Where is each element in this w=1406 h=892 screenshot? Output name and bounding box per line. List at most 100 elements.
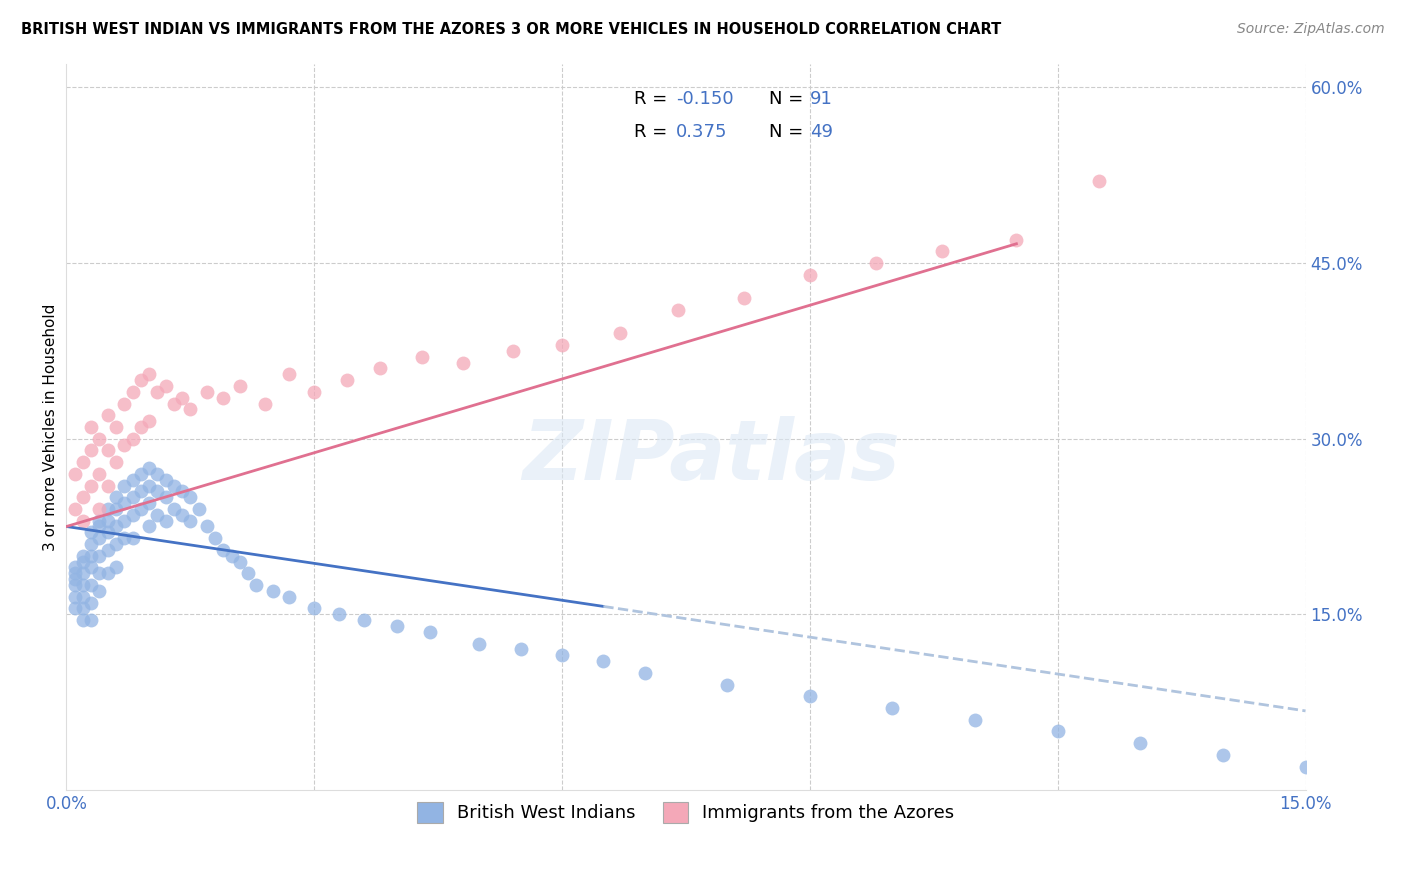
Point	[112, 478, 135, 492]
Point	[146, 508, 169, 522]
Point	[97, 502, 120, 516]
Point	[80, 478, 103, 492]
Point	[163, 478, 186, 492]
Point	[882, 701, 904, 715]
Point	[80, 613, 103, 627]
Text: Source: ZipAtlas.com: Source: ZipAtlas.com	[1237, 22, 1385, 37]
Y-axis label: 3 or more Vehicles in Household: 3 or more Vehicles in Household	[44, 303, 58, 550]
Point	[551, 648, 574, 663]
Point	[138, 368, 160, 382]
Point	[105, 519, 128, 533]
Point	[163, 396, 186, 410]
Point	[97, 443, 120, 458]
Point	[97, 409, 120, 423]
Point	[179, 514, 201, 528]
Point	[80, 525, 103, 540]
Point	[229, 379, 252, 393]
Point	[105, 455, 128, 469]
Point	[187, 502, 209, 516]
Text: R =: R =	[634, 122, 673, 141]
Point	[80, 578, 103, 592]
Point	[80, 443, 103, 458]
Point	[72, 514, 94, 528]
Point	[799, 690, 821, 704]
Point	[72, 455, 94, 469]
Point	[112, 437, 135, 451]
Point	[1129, 736, 1152, 750]
Point	[129, 420, 152, 434]
Point	[799, 268, 821, 282]
Point	[89, 549, 111, 563]
Point	[80, 549, 103, 563]
Point	[63, 566, 86, 581]
Point	[172, 508, 194, 522]
Point	[138, 519, 160, 533]
Point	[733, 291, 755, 305]
Point	[121, 432, 143, 446]
Point	[97, 542, 120, 557]
Point	[262, 583, 284, 598]
Point	[502, 343, 524, 358]
Point	[385, 619, 408, 633]
Point	[80, 560, 103, 574]
Point	[304, 384, 326, 399]
Point	[253, 396, 276, 410]
Point	[89, 502, 111, 516]
Point	[155, 379, 177, 393]
Point	[72, 578, 94, 592]
Point	[865, 256, 887, 270]
Point	[63, 467, 86, 481]
Point	[509, 642, 531, 657]
Point	[129, 502, 152, 516]
Point	[72, 490, 94, 504]
Point	[666, 302, 689, 317]
Point	[97, 525, 120, 540]
Point	[195, 519, 218, 533]
Point	[105, 560, 128, 574]
Text: R =: R =	[634, 90, 673, 108]
Point	[89, 514, 111, 528]
Legend: British West Indians, Immigrants from the Azores: British West Indians, Immigrants from th…	[405, 789, 967, 835]
Point	[121, 531, 143, 545]
Point	[138, 461, 160, 475]
Point	[72, 601, 94, 615]
Point	[89, 531, 111, 545]
Point	[89, 432, 111, 446]
Point	[179, 490, 201, 504]
Point	[411, 350, 433, 364]
Point	[121, 490, 143, 504]
Text: 49: 49	[810, 122, 832, 141]
Point	[121, 508, 143, 522]
Point	[336, 373, 359, 387]
Point	[97, 478, 120, 492]
Text: -0.150: -0.150	[676, 90, 734, 108]
Point	[112, 514, 135, 528]
Point	[105, 490, 128, 504]
Point	[138, 496, 160, 510]
Point	[80, 596, 103, 610]
Point	[129, 467, 152, 481]
Point	[212, 542, 235, 557]
Point	[97, 514, 120, 528]
Point	[278, 590, 301, 604]
Point	[155, 490, 177, 504]
Point	[221, 549, 243, 563]
Point	[121, 473, 143, 487]
Point	[112, 396, 135, 410]
Point	[138, 478, 160, 492]
Point	[112, 496, 135, 510]
Point	[931, 244, 953, 259]
Point	[72, 566, 94, 581]
Point	[1212, 747, 1234, 762]
Point	[592, 654, 614, 668]
Point	[451, 355, 474, 369]
Point	[1005, 233, 1028, 247]
Point	[212, 391, 235, 405]
Point	[63, 590, 86, 604]
Point	[609, 326, 631, 341]
Point	[72, 613, 94, 627]
Text: N =: N =	[769, 90, 808, 108]
Point	[146, 467, 169, 481]
Point	[80, 537, 103, 551]
Point	[105, 537, 128, 551]
